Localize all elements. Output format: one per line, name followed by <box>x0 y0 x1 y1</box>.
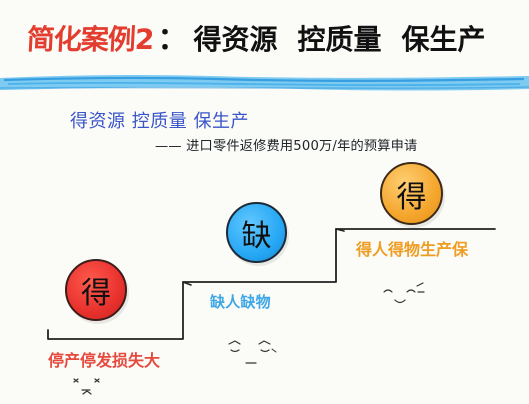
step-badge-high-text: 得 <box>396 179 427 215</box>
step-badge-low-text: 得 <box>81 276 111 311</box>
title-separator: ： <box>157 22 188 57</box>
step-badge-low: 得 <box>65 259 127 321</box>
step-caption-middle: 缺人缺物 <box>210 293 271 311</box>
step-badge-middle: 缺 <box>226 202 287 263</box>
worried-face <box>73 378 100 395</box>
blue-brush-divider <box>0 74 529 91</box>
subtitle-main: 得资源 控质量 保生产 <box>70 111 249 132</box>
title-part-quality: 控质量 <box>297 23 382 56</box>
sweat-face <box>228 340 277 364</box>
step-caption-high: 得人得物生产保 <box>356 240 469 259</box>
title-part-production: 保生产 <box>401 23 486 56</box>
step-badge-middle-text: 缺 <box>241 218 272 254</box>
step-badge-high: 得 <box>380 162 443 225</box>
happy-face <box>383 282 425 304</box>
page-title: 简化案例2 ： 得资源 控质量 保生产 <box>26 14 486 70</box>
title-part-resource: 得资源 <box>193 23 278 56</box>
step-caption-low: 停产停发损失大 <box>48 351 161 370</box>
subtitle-detail: —— 进口零件返修费用500万/年的预算申请 <box>155 139 418 154</box>
